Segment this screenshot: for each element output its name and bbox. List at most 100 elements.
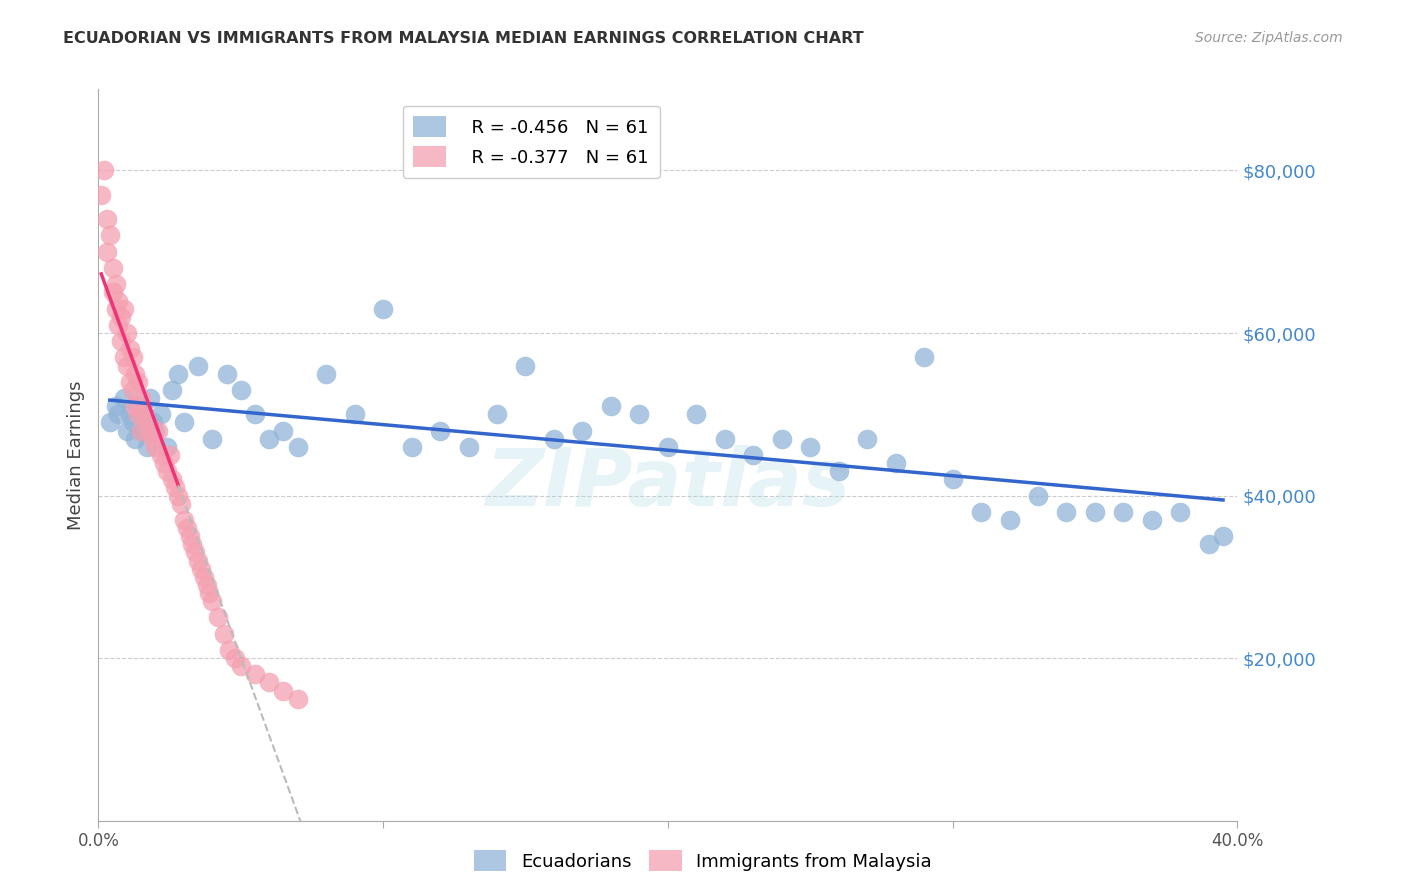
Point [181, 537, 204, 551]
Point [110, 310, 132, 324]
Point [141, 432, 163, 446]
Point [970, 505, 993, 519]
Point [124, 367, 146, 381]
Point [1026, 489, 1049, 503]
Point [543, 432, 565, 446]
Point [215, 367, 238, 381]
Point [187, 553, 209, 567]
Point [127, 407, 149, 421]
Point [1212, 529, 1234, 543]
Point [173, 416, 195, 430]
Point [129, 424, 152, 438]
Point [195, 578, 218, 592]
Point [98, 416, 121, 430]
Point [141, 416, 163, 430]
Point [1112, 505, 1135, 519]
Point [190, 562, 212, 576]
Point [121, 416, 143, 430]
Text: Source: ZipAtlas.com: Source: ZipAtlas.com [1195, 31, 1343, 45]
Point [107, 293, 129, 308]
Point [150, 448, 173, 462]
Y-axis label: Median Earnings: Median Earnings [66, 380, 84, 530]
Point [229, 659, 252, 673]
Point [179, 529, 201, 543]
Point [112, 301, 135, 316]
Point [201, 594, 224, 608]
Point [96, 212, 118, 227]
Point [315, 367, 337, 381]
Point [115, 326, 138, 340]
Point [912, 351, 935, 365]
Point [107, 318, 129, 332]
Point [600, 399, 623, 413]
Point [112, 351, 135, 365]
Point [138, 391, 160, 405]
Point [167, 367, 190, 381]
Point [259, 675, 281, 690]
Point [90, 187, 112, 202]
Point [714, 432, 737, 446]
Point [1170, 505, 1192, 519]
Point [998, 513, 1021, 527]
Point [127, 375, 149, 389]
Point [273, 683, 295, 698]
Point [218, 643, 240, 657]
Point [856, 432, 879, 446]
Point [429, 424, 451, 438]
Point [176, 521, 198, 535]
Point [287, 691, 309, 706]
Point [243, 407, 266, 421]
Point [170, 497, 193, 511]
Point [942, 472, 965, 486]
Point [685, 407, 707, 421]
Point [162, 472, 184, 486]
Point [884, 456, 907, 470]
Point [132, 407, 155, 421]
Point [156, 464, 179, 478]
Point [162, 383, 184, 397]
Point [212, 626, 235, 640]
Point [148, 424, 170, 438]
Point [115, 424, 138, 438]
Point [515, 359, 537, 373]
Point [159, 448, 181, 462]
Text: ZIPatlas: ZIPatlas [485, 445, 851, 524]
Point [243, 667, 266, 681]
Point [1084, 505, 1107, 519]
Point [101, 285, 124, 300]
Point [287, 440, 309, 454]
Point [101, 260, 124, 275]
Point [742, 448, 765, 462]
Point [165, 480, 187, 494]
Point [135, 440, 157, 454]
Legend:   R = -0.456   N = 61,   R = -0.377   N = 61: R = -0.456 N = 61, R = -0.377 N = 61 [402, 105, 659, 178]
Point [127, 399, 149, 413]
Point [486, 407, 509, 421]
Point [104, 277, 127, 292]
Point [224, 651, 246, 665]
Point [207, 610, 229, 624]
Point [118, 375, 141, 389]
Point [145, 424, 167, 438]
Point [93, 163, 115, 178]
Point [104, 301, 127, 316]
Point [229, 383, 252, 397]
Point [153, 456, 176, 470]
Point [118, 407, 141, 421]
Point [124, 399, 146, 413]
Point [1056, 505, 1078, 519]
Point [107, 407, 129, 421]
Point [193, 570, 215, 584]
Text: ECUADORIAN VS IMMIGRANTS FROM MALAYSIA MEDIAN EARNINGS CORRELATION CHART: ECUADORIAN VS IMMIGRANTS FROM MALAYSIA M… [63, 31, 863, 46]
Point [173, 513, 195, 527]
Point [129, 391, 152, 405]
Point [187, 359, 209, 373]
Point [115, 359, 138, 373]
Point [167, 489, 190, 503]
Point [457, 440, 479, 454]
Point [770, 432, 793, 446]
Point [828, 464, 851, 478]
Point [343, 407, 366, 421]
Point [657, 440, 679, 454]
Point [571, 424, 593, 438]
